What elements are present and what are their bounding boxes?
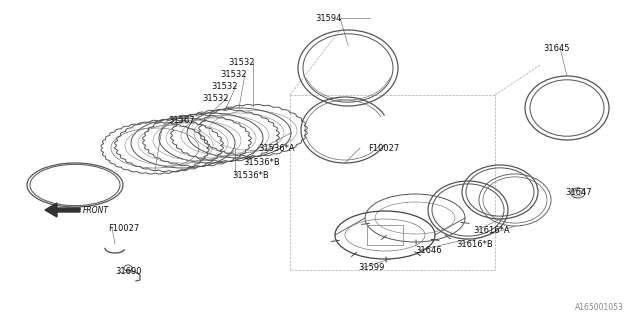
Polygon shape bbox=[45, 203, 80, 217]
Text: F10027: F10027 bbox=[108, 223, 140, 233]
Text: 31616*A: 31616*A bbox=[473, 226, 509, 235]
Text: 31645: 31645 bbox=[543, 44, 570, 52]
Text: 31536*A: 31536*A bbox=[258, 143, 294, 153]
Text: 31536*B: 31536*B bbox=[243, 157, 280, 166]
Text: 31690: 31690 bbox=[115, 268, 141, 276]
Text: FRONT: FRONT bbox=[83, 205, 109, 214]
Text: 31532: 31532 bbox=[220, 69, 246, 78]
Text: 31536*B: 31536*B bbox=[232, 171, 269, 180]
Text: 31532: 31532 bbox=[211, 82, 237, 91]
Text: 31532: 31532 bbox=[202, 93, 228, 102]
Text: 31647: 31647 bbox=[565, 188, 591, 196]
Text: 31532: 31532 bbox=[228, 58, 255, 67]
Text: A165001053: A165001053 bbox=[575, 303, 624, 313]
Text: 31567: 31567 bbox=[168, 116, 195, 124]
Text: 31646: 31646 bbox=[415, 245, 442, 254]
Text: 31616*B: 31616*B bbox=[456, 239, 493, 249]
Text: 31599: 31599 bbox=[358, 263, 385, 273]
Text: F10027: F10027 bbox=[368, 143, 399, 153]
Text: 31594: 31594 bbox=[315, 13, 341, 22]
